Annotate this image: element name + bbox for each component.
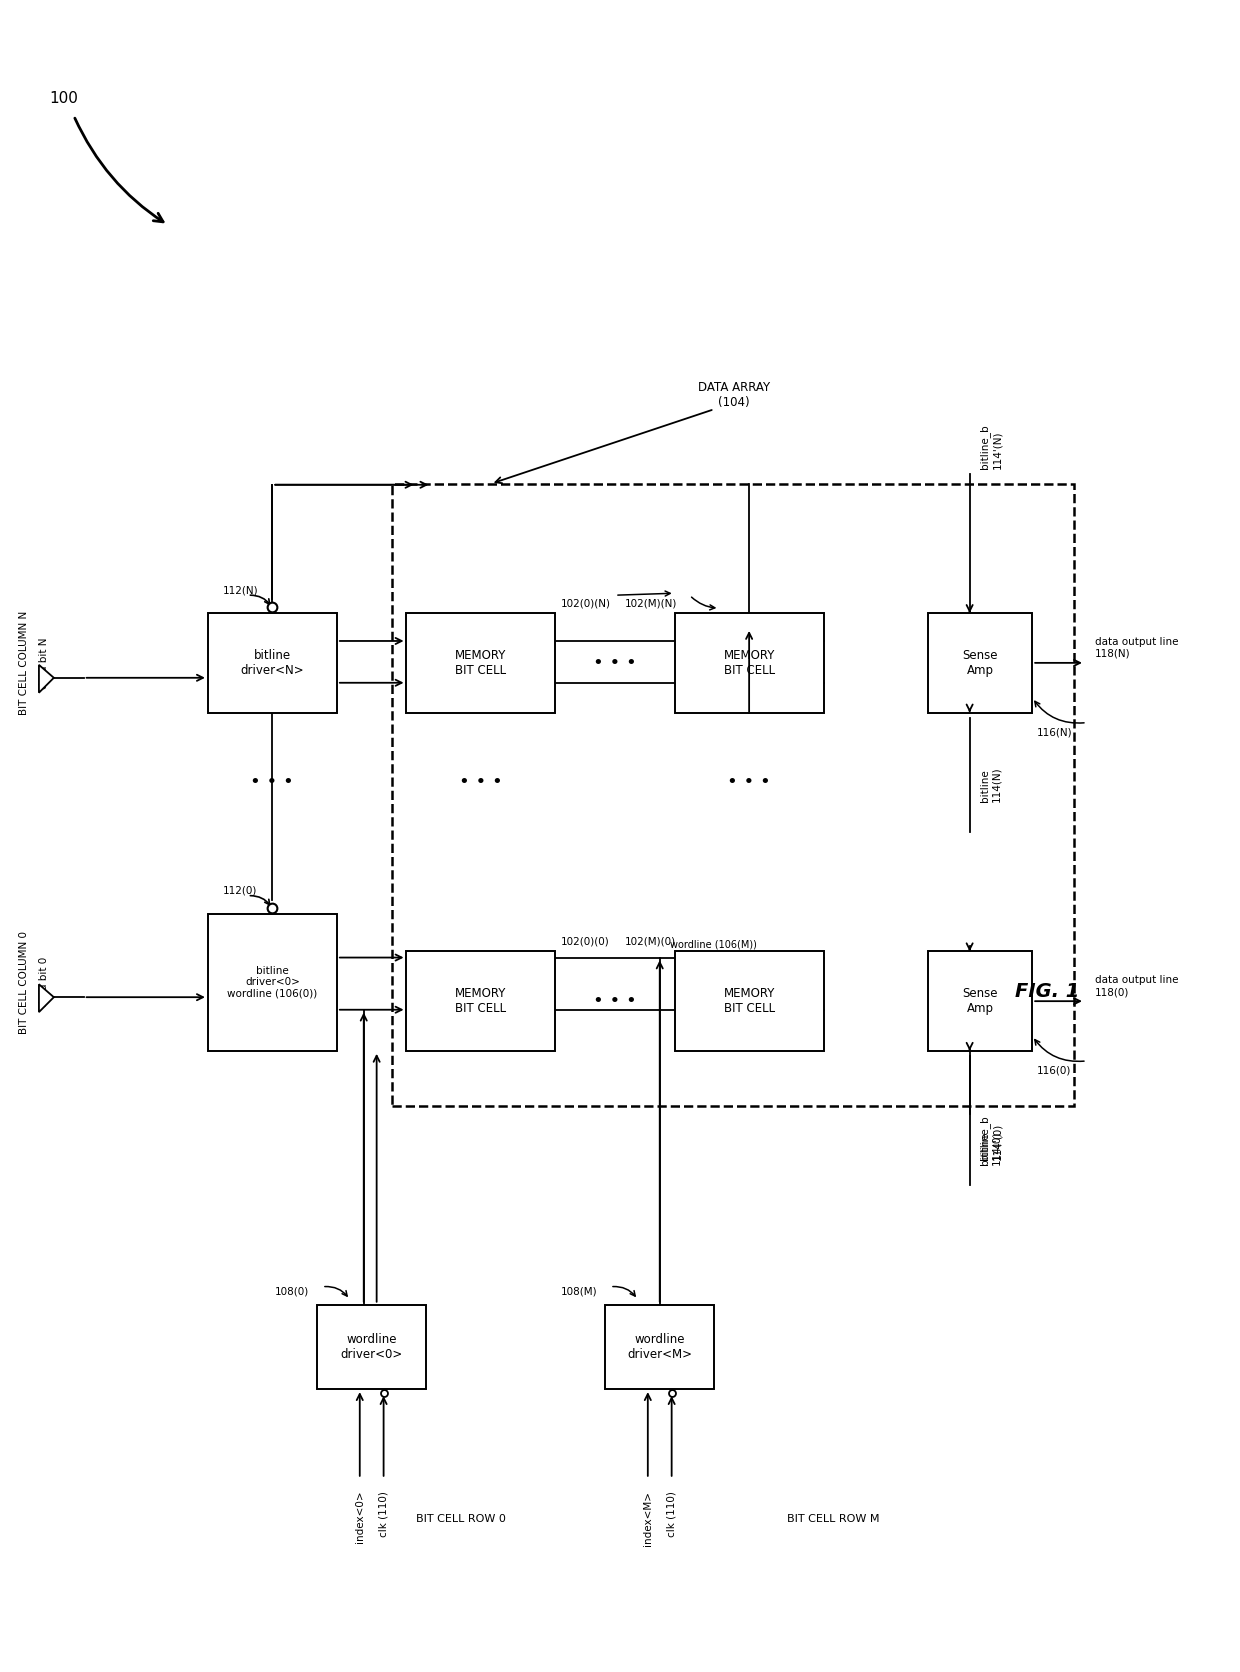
Text: 102(0)(0): 102(0)(0) [560, 936, 609, 946]
Bar [928, 951, 1032, 1052]
Text: BIT CELL COLUMN N: BIT CELL COLUMN N [19, 610, 29, 716]
Text: bitline
114(0): bitline 114(0) [980, 1130, 1001, 1165]
Text: 116(0): 116(0) [1037, 1065, 1071, 1075]
Text: • • •: • • • [727, 772, 771, 791]
Text: bitline
driver<0>
wordline (106(0)): bitline driver<0> wordline (106(0)) [227, 966, 317, 998]
Bar [407, 951, 556, 1052]
Text: • • •: • • • [459, 772, 502, 791]
Text: • • •: • • • [250, 772, 294, 791]
Bar [675, 951, 823, 1052]
Text: bitline
driver<N>: bitline driver<N> [241, 649, 304, 677]
Bar [675, 614, 823, 712]
Bar [208, 913, 337, 1052]
Text: wordline (106(M)): wordline (106(M)) [670, 940, 756, 950]
Text: • • •: • • • [593, 991, 637, 1010]
Text: • • •: • • • [593, 654, 637, 672]
Bar [317, 1304, 427, 1389]
Polygon shape [38, 985, 53, 1012]
Text: bitline_b
114'(0): bitline_b 114'(0) [980, 1115, 1002, 1160]
Bar [392, 483, 1074, 1105]
Text: index<0>: index<0> [355, 1491, 365, 1543]
Text: 102(0)(N): 102(0)(N) [560, 599, 610, 609]
Bar [605, 1304, 714, 1389]
Text: BIT CELL ROW 0: BIT CELL ROW 0 [417, 1513, 506, 1523]
Polygon shape [38, 665, 53, 692]
Text: BIT CELL COLUMN 0: BIT CELL COLUMN 0 [19, 931, 29, 1033]
Text: MEMORY
BIT CELL: MEMORY BIT CELL [723, 649, 775, 677]
Text: clk (110): clk (110) [378, 1491, 388, 1537]
Text: 112(N): 112(N) [223, 585, 258, 595]
Text: DATA ARRAY
(104): DATA ARRAY (104) [698, 381, 770, 410]
Text: 108(0): 108(0) [275, 1287, 309, 1297]
Text: index<M>: index<M> [642, 1491, 652, 1545]
Text: 108(M): 108(M) [560, 1287, 598, 1297]
Text: data bit N: data bit N [38, 637, 48, 689]
Text: 102(M)(N): 102(M)(N) [625, 599, 677, 609]
Text: data output line
118(N): data output line 118(N) [1095, 637, 1178, 659]
Text: data bit 0: data bit 0 [38, 956, 48, 1008]
Bar [208, 614, 337, 712]
Text: 100: 100 [48, 90, 78, 105]
Text: MEMORY
BIT CELL: MEMORY BIT CELL [455, 649, 507, 677]
Text: Sense
Amp: Sense Amp [962, 649, 998, 677]
Text: data output line
118(0): data output line 118(0) [1095, 975, 1178, 997]
Text: BIT CELL ROW M: BIT CELL ROW M [787, 1513, 880, 1523]
Text: clk (110): clk (110) [667, 1491, 677, 1537]
Bar [407, 614, 556, 712]
Text: wordline
driver<0>: wordline driver<0> [341, 1333, 403, 1361]
Text: FIG. 1: FIG. 1 [1014, 981, 1079, 1002]
Text: bitline
114(N): bitline 114(N) [980, 766, 1001, 803]
Text: wordline
driver<M>: wordline driver<M> [627, 1333, 692, 1361]
Text: MEMORY
BIT CELL: MEMORY BIT CELL [723, 986, 775, 1015]
Text: MEMORY
BIT CELL: MEMORY BIT CELL [455, 986, 507, 1015]
Text: 102(M)(0): 102(M)(0) [625, 936, 676, 946]
Text: 116(N): 116(N) [1037, 727, 1073, 737]
Bar [928, 614, 1032, 712]
Text: bitline_b
114'(N): bitline_b 114'(N) [980, 425, 1002, 468]
Text: 112(0): 112(0) [223, 886, 257, 896]
Text: Sense
Amp: Sense Amp [962, 986, 998, 1015]
